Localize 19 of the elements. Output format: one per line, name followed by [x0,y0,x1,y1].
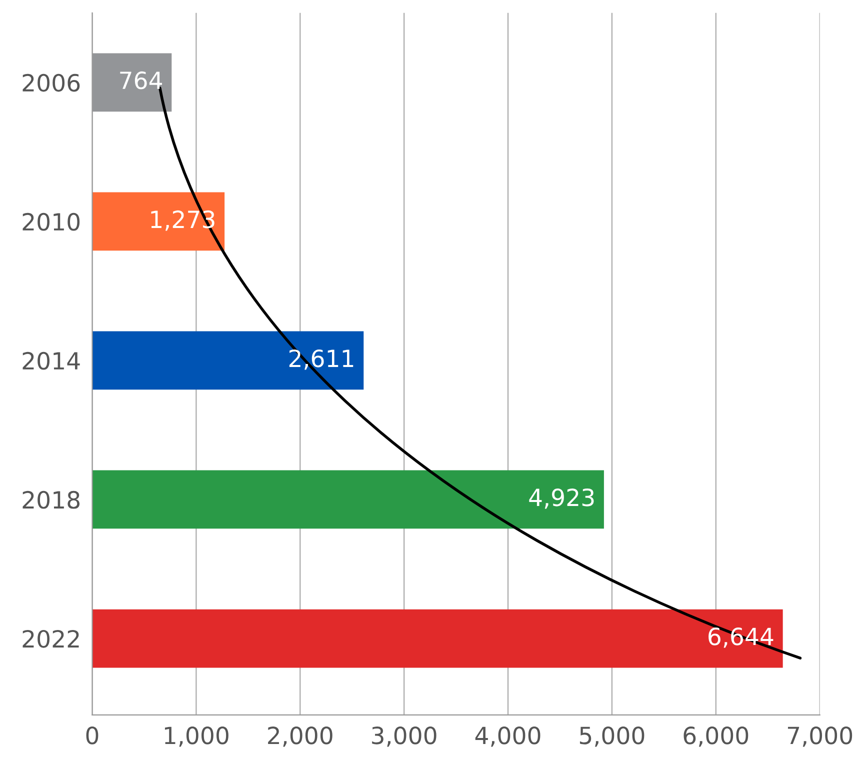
x-tick-label: 2,000 [268,726,332,747]
x-tick-label: 3,000 [372,726,436,747]
x-tick-label: 1,000 [164,726,228,747]
x-tick-label: 5,000 [580,726,644,747]
x-tick-label: 7,000 [788,726,852,747]
data-label: 4,923 [529,488,594,509]
x-tick-label: 4,000 [475,726,540,747]
bar [92,470,604,529]
y-tick-label: 2018 [22,490,80,509]
y-tick-label: 2022 [22,630,79,648]
y-tick-label: 2014 [22,352,80,370]
data-label: 764 [120,71,162,90]
y-tick-label: 2006 [22,74,80,92]
bar [92,609,783,668]
x-tick-label: 0 [86,726,98,744]
y-tick-label: 2010 [22,212,80,231]
bar [92,192,225,251]
x-tick-label: 6,000 [684,726,748,747]
bar [92,331,364,390]
